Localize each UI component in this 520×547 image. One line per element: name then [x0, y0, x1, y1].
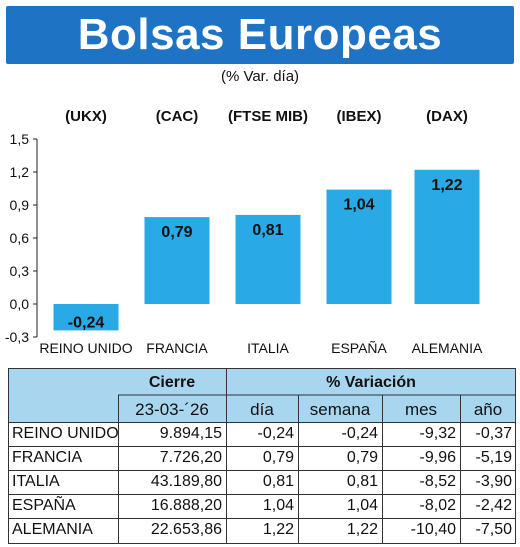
row-ano: -3,90 — [475, 473, 512, 490]
row-country: REINO UNIDO — [12, 425, 119, 442]
header-mes: mes — [404, 400, 438, 419]
bar — [414, 169, 480, 304]
index-label: (CAC) — [156, 108, 199, 125]
x-tick-label: ITALIA — [247, 340, 289, 356]
header-variacion: % Variación — [326, 374, 416, 391]
x-tick-label: ESPAÑA — [331, 340, 387, 356]
y-tick-label: 1,5 — [10, 131, 30, 147]
table-row: ESPAÑA 16.888,20 1,04 1,04 -8,02 -2,42 — [8, 494, 516, 518]
row-country: FRANCIA — [12, 449, 83, 466]
row-semana: -0,24 — [341, 425, 378, 442]
bar — [326, 189, 392, 304]
row-mes: -10,40 — [410, 521, 456, 538]
bar-chart: -0,3 0,0 0,3 0,6 0,9 1,2 1,5 -0,24 (UKX) REINO UN… — [5, 108, 483, 356]
header-date: 23-03-´26 — [135, 400, 209, 419]
chart-subtitle: (% Var. día) — [220, 68, 300, 85]
bar-value-label: -0,24 — [68, 314, 105, 331]
row-mes: -8,52 — [419, 473, 456, 490]
bar-value-label: 0,81 — [252, 222, 283, 239]
x-tick-label: REINO UNIDO — [39, 340, 132, 356]
row-dia: 1,04 — [262, 497, 294, 514]
row-close: 16.888,20 — [150, 497, 222, 514]
y-tick-label: 1,2 — [10, 164, 30, 180]
row-close: 43.189,80 — [150, 473, 222, 490]
x-tick-label: FRANCIA — [146, 340, 208, 356]
row-semana: 0,79 — [346, 449, 378, 466]
header-cierre: Cierre — [148, 374, 196, 391]
x-tick-label: ALEMANIA — [412, 340, 483, 356]
row-ano: -5,19 — [475, 449, 512, 466]
y-tick-label: 0,3 — [10, 263, 30, 279]
row-close: 22.653,86 — [150, 521, 222, 538]
row-ano: -7,50 — [475, 521, 512, 538]
bar — [144, 217, 210, 304]
title-banner: Bolsas Europeas — [6, 6, 514, 64]
row-mes: -8,02 — [419, 497, 456, 514]
row-dia: 1,22 — [262, 521, 294, 538]
bar-value-label: 1,04 — [343, 197, 374, 214]
row-dia: 0,81 — [262, 473, 294, 490]
page-title: Bolsas Europeas — [77, 10, 443, 59]
table-row: ITALIA 43.189,80 0,81 0,81 -8,52 -3,90 — [8, 470, 516, 494]
row-semana: 1,04 — [346, 497, 378, 514]
row-close: 9.894,15 — [159, 425, 222, 442]
header-ano: año — [473, 400, 503, 419]
bar — [53, 304, 119, 331]
row-close: 7.726,20 — [159, 449, 222, 466]
table-grid — [8, 368, 516, 544]
row-country: ESPAÑA — [12, 497, 76, 514]
index-label: (IBEX) — [337, 108, 382, 125]
y-tick-label: 0,0 — [10, 296, 30, 312]
header-dia: día — [250, 400, 274, 419]
row-ano: -2,42 — [475, 497, 512, 514]
row-dia: -0,24 — [257, 425, 294, 442]
y-tick-label: -0,3 — [5, 329, 29, 345]
header-semana: semana — [309, 400, 371, 419]
row-semana: 0,81 — [346, 473, 378, 490]
table-row: REINO UNIDO 9.894,15 -0,24 -0,24 -9,32 -… — [8, 422, 516, 446]
y-tick-label: 0,9 — [10, 197, 30, 213]
bar — [235, 214, 301, 304]
bar-value-label: 0,79 — [161, 224, 192, 241]
y-tick-label: 0,6 — [10, 230, 30, 246]
row-country: ALEMANIA — [12, 521, 93, 538]
table-row: ALEMANIA 22.653,86 1,22 1,22 -10,40 -7,5… — [8, 518, 516, 542]
row-ano: -0,37 — [475, 425, 512, 442]
index-label: (UKX) — [65, 108, 107, 125]
row-country: ITALIA — [12, 473, 60, 490]
row-semana: 1,22 — [346, 521, 378, 538]
index-label: (FTSE MIB) — [228, 108, 308, 125]
row-dia: 0,79 — [262, 449, 294, 466]
bar-value-label: 1,22 — [431, 177, 462, 194]
index-label: (DAX) — [426, 108, 468, 125]
stock-table: Cierre % Variación 23-03-´26 día semana … — [8, 368, 516, 544]
table-row: FRANCIA 7.726,20 0,79 0,79 -9,96 -5,19 — [8, 446, 516, 470]
row-mes: -9,32 — [419, 425, 456, 442]
row-mes: -9,96 — [419, 449, 456, 466]
